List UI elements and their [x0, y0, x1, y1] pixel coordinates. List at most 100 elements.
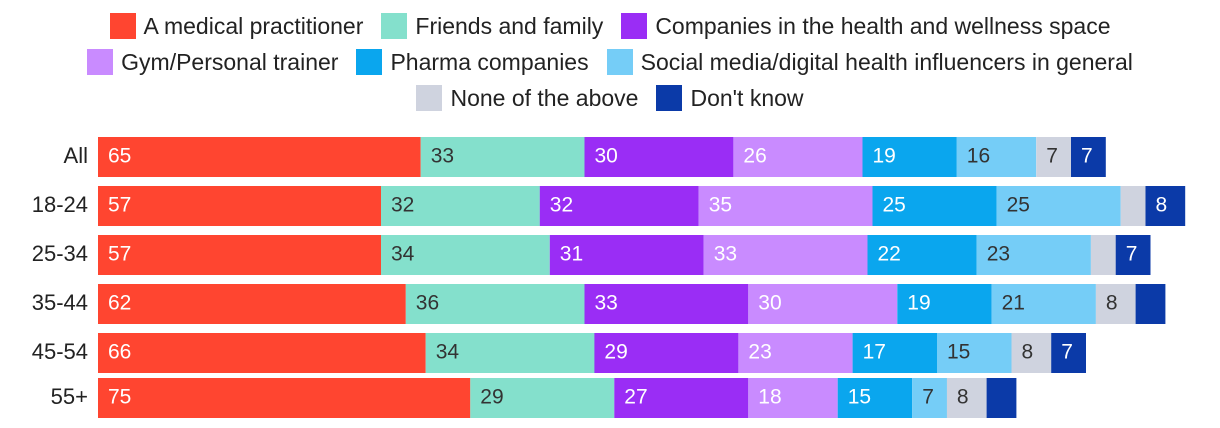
category-label: All	[64, 143, 88, 168]
data-label: 21	[1002, 292, 1025, 315]
data-label: 15	[848, 386, 871, 409]
data-label: 8	[957, 386, 969, 409]
data-label: 23	[748, 341, 771, 364]
data-label: 66	[108, 341, 131, 364]
data-label: 15	[947, 341, 970, 364]
bar-segment	[996, 186, 1121, 226]
bar-segment	[1051, 333, 1086, 373]
legend-label: A medical practitioner	[143, 12, 364, 39]
legend-swatch	[87, 49, 114, 75]
data-label: 36	[416, 292, 439, 315]
data-label: 23	[987, 243, 1010, 266]
data-label: 8	[1022, 341, 1034, 364]
legend-label: None of the above	[450, 84, 639, 111]
legend-swatch	[656, 85, 683, 111]
legend-item: None of the above	[416, 85, 638, 112]
legend-item: Don't know	[656, 84, 804, 112]
data-label: 27	[624, 386, 647, 409]
data-label: 62	[108, 292, 131, 315]
legend-item: Companies in the health and wellness spa…	[621, 13, 1110, 40]
bar-segment	[937, 333, 1012, 373]
bar-segment	[703, 235, 868, 275]
bar-segment	[98, 333, 426, 373]
data-label: 7	[1046, 145, 1058, 168]
bar-segment	[1135, 284, 1166, 324]
legend-item: Gym/Personal trainer	[87, 49, 338, 76]
bar-segment	[991, 284, 1096, 324]
bar-segment	[912, 378, 947, 418]
data-label: 22	[878, 243, 901, 266]
data-label: 25	[1007, 194, 1030, 217]
bar-segment	[1145, 186, 1186, 226]
bar-segment	[1011, 333, 1052, 373]
bar-segment	[1120, 186, 1146, 226]
data-label: 18	[758, 386, 781, 409]
data-label: 7	[1081, 145, 1093, 168]
bar-segment	[748, 284, 898, 324]
data-label: 19	[907, 292, 930, 315]
data-label: 35	[709, 194, 732, 217]
data-label: 32	[391, 194, 414, 217]
legend-item: A medical practitioner	[109, 12, 364, 40]
bar-segment	[98, 284, 406, 324]
legend-row: Gym/Personal trainer Pharma companies Soci…	[0, 44, 1220, 80]
legend-label: Pharma companies	[390, 48, 589, 75]
legend-row: A medical practitioner Friends and family…	[0, 8, 1220, 44]
bar-segment	[594, 333, 739, 373]
legend-item: Friends and family	[381, 13, 603, 40]
data-label: 34	[391, 243, 415, 266]
bar-segment	[897, 284, 992, 324]
bar-segment	[98, 186, 381, 226]
data-label: 8	[1156, 194, 1168, 217]
data-label: 8	[1106, 292, 1118, 315]
bar-segment	[852, 333, 937, 373]
bar-segment	[872, 186, 997, 226]
legend-swatch	[416, 85, 443, 111]
bar-segment	[614, 378, 749, 418]
data-label: 34	[436, 341, 460, 364]
data-label: 33	[431, 145, 454, 168]
legend-swatch	[109, 13, 136, 39]
bar-segment	[698, 186, 873, 226]
legend-label: Companies in the health and wellness spa…	[655, 12, 1111, 39]
legend-label: Gym/Personal trainer	[121, 48, 339, 75]
data-label: 7	[1126, 243, 1138, 266]
data-label: 33	[595, 292, 618, 315]
data-label: 29	[604, 341, 627, 364]
legend-row: None of the above Don't know	[0, 80, 1220, 116]
category-label: 45-54	[32, 339, 88, 364]
legend-label: Don't know	[690, 84, 804, 111]
bar-segment	[986, 378, 1017, 418]
bar-segment	[405, 284, 585, 324]
bar-segment	[1095, 284, 1136, 324]
legend-label: Friends and family	[415, 12, 604, 39]
data-label: 7	[1061, 341, 1073, 364]
legend-swatch	[356, 49, 383, 75]
data-label: 31	[560, 243, 583, 266]
data-label: 16	[967, 145, 990, 168]
bar-segment	[733, 137, 863, 177]
bar-segment	[98, 235, 381, 275]
bar-segment	[837, 378, 913, 418]
bar-segment	[420, 137, 585, 177]
data-label: 26	[743, 145, 766, 168]
data-label: 7	[922, 386, 934, 409]
legend-swatch	[621, 13, 648, 39]
bar-segment	[539, 186, 699, 226]
bar-segment	[584, 284, 749, 324]
bar-segment	[470, 378, 615, 418]
bar-segment	[956, 137, 1037, 177]
data-label: 75	[108, 386, 131, 409]
data-label: 25	[883, 194, 906, 217]
data-label: 29	[480, 386, 503, 409]
bar-segment	[381, 235, 550, 275]
legend-label: Social media/digital health influencers …	[640, 48, 1133, 75]
legend-swatch	[606, 49, 633, 75]
data-label: 33	[714, 243, 737, 266]
bar-segment	[748, 378, 838, 418]
category-label: 55+	[51, 384, 88, 409]
category-label: 35-44	[32, 290, 88, 315]
data-label: 65	[108, 145, 131, 168]
category-label: 25-34	[32, 241, 88, 266]
bar-segment	[381, 186, 540, 226]
